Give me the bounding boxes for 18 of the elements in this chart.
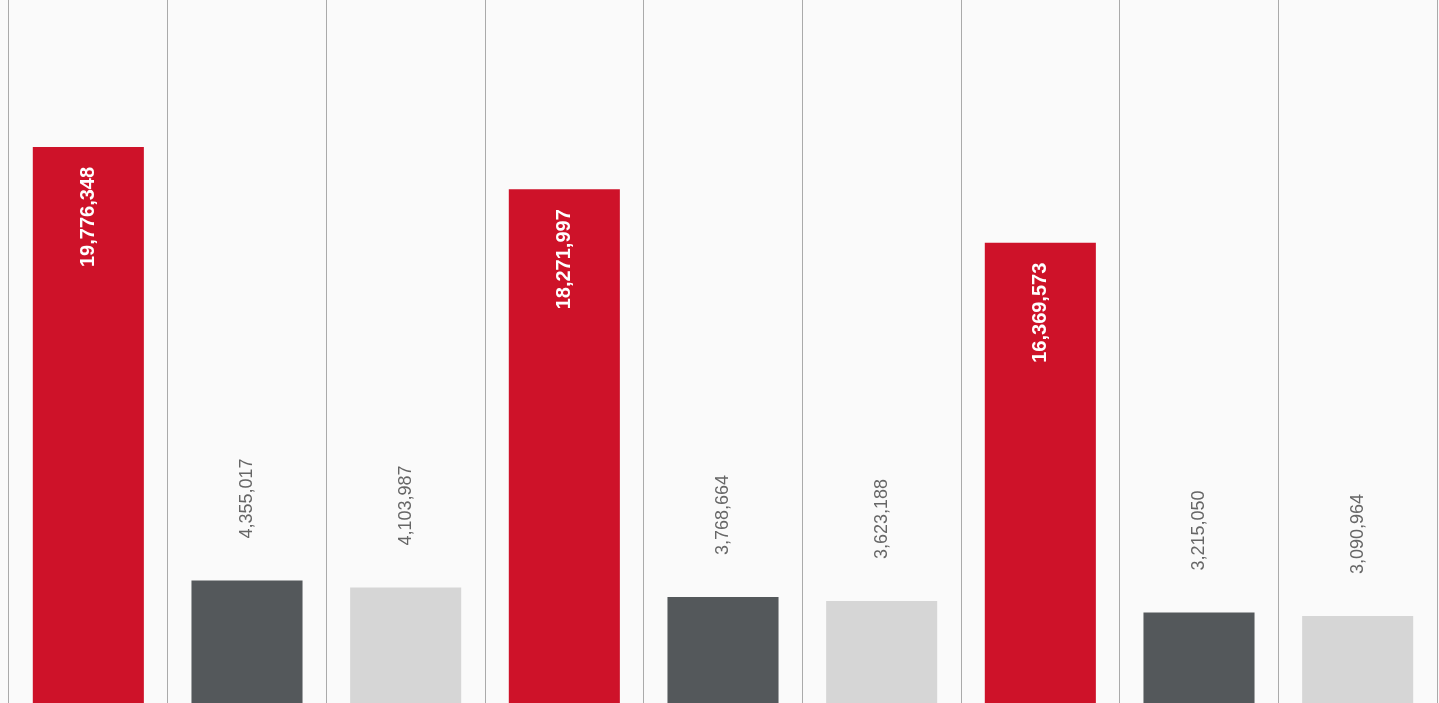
data-label: 3,623,188 — [870, 479, 891, 560]
data-label: 3,090,964 — [1346, 494, 1367, 575]
data-label: 3,215,050 — [1187, 490, 1208, 571]
data-label: 4,103,987 — [394, 465, 415, 546]
bar — [191, 580, 303, 703]
bar — [508, 189, 620, 703]
data-label: 18,271,997 — [551, 209, 574, 310]
bar — [350, 587, 462, 703]
bar — [667, 597, 779, 703]
data-label: 4,355,017 — [235, 458, 256, 539]
bar — [1302, 616, 1414, 703]
data-label: 3,768,664 — [711, 474, 732, 556]
data-label: 16,369,573 — [1027, 262, 1050, 363]
bar — [984, 242, 1096, 703]
bar — [32, 146, 144, 703]
bar — [826, 601, 938, 703]
data-label: 19,776,348 — [75, 166, 98, 267]
bar — [1143, 612, 1255, 703]
